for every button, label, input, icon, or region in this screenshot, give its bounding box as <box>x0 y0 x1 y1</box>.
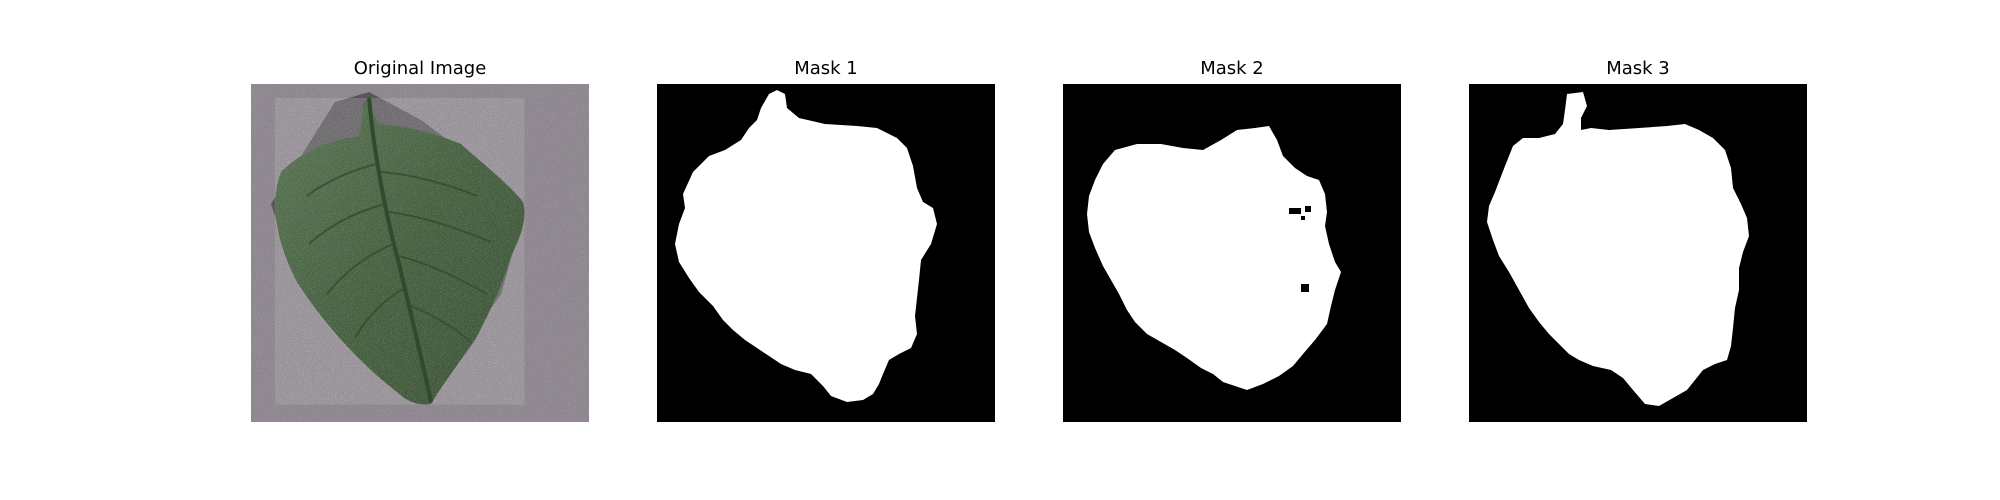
leaf-veins <box>306 163 492 343</box>
panel-title: Mask 2 <box>1200 58 1264 79</box>
panel-title: Mask 1 <box>794 58 858 79</box>
leaf-body <box>275 98 525 405</box>
panel-mask-3: Mask 3 <box>1469 56 1807 422</box>
leaf-photo <box>251 84 589 422</box>
mask-holes <box>1289 206 1311 292</box>
mask-2-image <box>1063 84 1401 422</box>
panel-title: Original Image <box>353 58 487 79</box>
panel-title: Mask 3 <box>1606 58 1670 79</box>
panel-original-image: Original Image <box>251 56 589 422</box>
panel-mask-1: Mask 1 <box>657 56 995 422</box>
mask-1-image <box>657 84 995 422</box>
mask-foreground <box>1487 92 1749 406</box>
panel-mask-2: Mask 2 <box>1063 56 1401 422</box>
leaf-midrib <box>367 97 433 403</box>
mask-foreground <box>1087 126 1341 390</box>
mask-foreground <box>675 90 937 402</box>
mask-3-image <box>1469 84 1807 422</box>
